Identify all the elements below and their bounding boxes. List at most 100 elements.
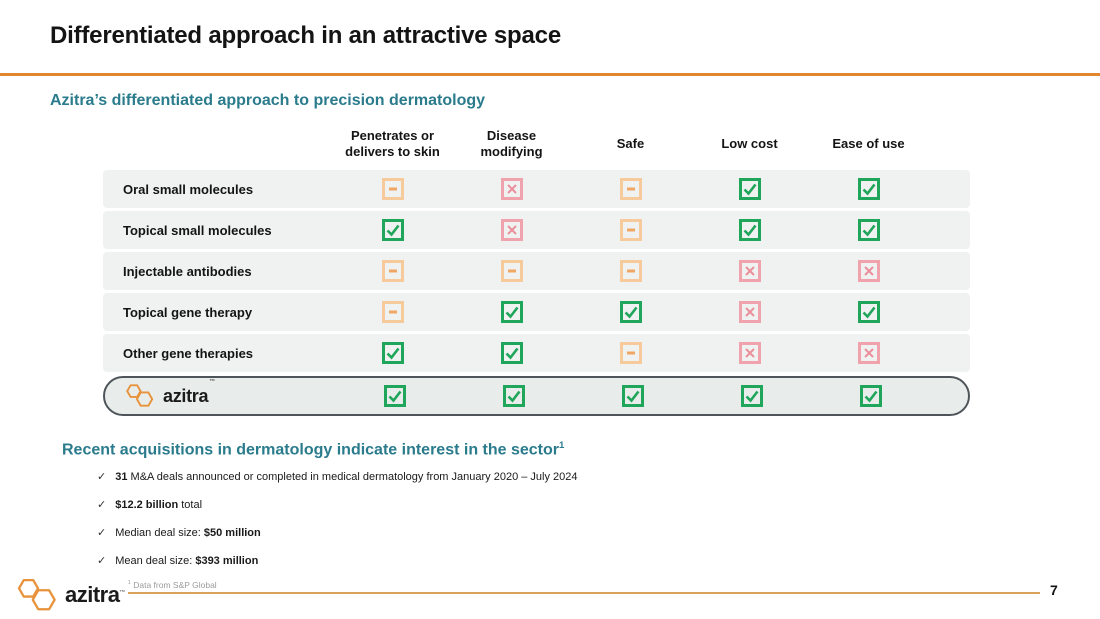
matrix-cell — [333, 342, 452, 364]
check-bullet-icon: ✓ — [97, 527, 107, 539]
matrix-cell — [452, 178, 571, 200]
matrix-row: Topical small molecules — [103, 211, 970, 249]
x-icon — [500, 178, 523, 200]
column-header-disease-modifying: Disease modifying — [480, 127, 543, 159]
azitra-hexagons-icon — [126, 384, 154, 407]
footer-logo-text: azitra™ — [65, 582, 125, 607]
x-icon — [738, 301, 761, 323]
bullet-text: Median deal size: $50 million — [115, 527, 261, 539]
dash-icon — [500, 260, 523, 282]
matrix-cell — [690, 178, 809, 200]
bullet-text: Mean deal size: $393 million — [115, 555, 259, 567]
row-label: Injectable antibodies — [123, 263, 252, 279]
matrix-cell — [690, 301, 809, 323]
matrix-row: Other gene therapies — [103, 334, 970, 372]
bullet-item: ✓ Median deal size: $50 million — [97, 527, 578, 540]
matrix-cell — [809, 178, 928, 200]
column-header-safe: Safe — [616, 135, 645, 151]
title-divider — [0, 73, 1100, 76]
x-icon — [857, 260, 880, 282]
matrix-cell — [571, 178, 690, 200]
check-icon — [500, 301, 523, 323]
matrix-cell — [452, 301, 571, 323]
check-icon — [500, 342, 523, 364]
check-icon — [619, 301, 642, 323]
matrix-cell — [452, 342, 571, 364]
matrix-cell — [571, 219, 690, 241]
trademark-symbol: ™ — [119, 590, 125, 596]
check-icon — [381, 342, 404, 364]
matrix-cell — [809, 301, 928, 323]
matrix-cell — [809, 219, 928, 241]
matrix-cell — [333, 178, 452, 200]
check-icon — [857, 178, 880, 200]
check-icon — [740, 385, 763, 407]
footer-azitra-logo: azitra™ — [16, 576, 125, 614]
column-header-low-cost: Low cost — [721, 135, 778, 151]
matrix-cell — [692, 385, 811, 407]
matrix-row-azitra: azitra™ — [103, 376, 970, 416]
x-icon — [738, 260, 761, 282]
matrix-cell — [690, 342, 809, 364]
azitra-logo: azitra™ — [125, 378, 215, 410]
check-bullet-icon: ✓ — [97, 555, 107, 567]
matrix-cell — [690, 260, 809, 282]
matrix-cell — [333, 219, 452, 241]
bullet-item: ✓ Mean deal size: $393 million — [97, 555, 578, 568]
row-label: Oral small molecules — [123, 181, 254, 197]
azitra-hexagons-icon — [17, 578, 56, 611]
column-header-ease-of-use: Ease of use — [832, 135, 905, 151]
matrix-cell — [690, 219, 809, 241]
matrix-cell — [573, 385, 692, 407]
check-icon — [738, 219, 761, 241]
matrix-cell — [335, 385, 454, 407]
x-icon — [857, 342, 880, 364]
matrix-heading: Azitra’s differentiated approach to prec… — [50, 92, 486, 109]
bullet-text: $12.2 billion total — [115, 499, 203, 511]
footnote: 1 Data from S&P Global — [128, 580, 217, 590]
matrix-cell — [809, 260, 928, 282]
check-icon — [738, 178, 761, 200]
dash-icon — [619, 342, 642, 364]
dash-icon — [619, 260, 642, 282]
check-bullet-icon: ✓ — [97, 471, 107, 483]
footnote-superscript: 1 — [128, 580, 131, 587]
matrix-cell — [452, 219, 571, 241]
check-icon — [857, 219, 880, 241]
dash-icon — [381, 301, 404, 323]
check-icon — [621, 385, 644, 407]
dash-icon — [619, 219, 642, 241]
dash-icon — [381, 178, 404, 200]
column-header-penetrates: Penetrates or delivers to skin — [345, 127, 440, 159]
x-icon — [738, 342, 761, 364]
row-label: Topical gene therapy — [123, 304, 253, 320]
azitra-logo-text: azitra™ — [163, 378, 215, 406]
matrix-body: Oral small molecules Topical small molec… — [103, 170, 970, 416]
matrix-row: Injectable antibodies — [103, 252, 970, 290]
acquisitions-heading: Recent acquisitions in dermatology indic… — [62, 440, 564, 459]
matrix-cell — [809, 342, 928, 364]
matrix-cell — [571, 260, 690, 282]
check-icon — [502, 385, 525, 407]
acquisitions-heading-text: Recent acquisitions in dermatology indic… — [62, 441, 559, 459]
check-bullet-icon: ✓ — [97, 499, 107, 511]
check-icon — [381, 219, 404, 241]
matrix-cell — [333, 260, 452, 282]
x-icon — [500, 219, 523, 241]
footnote-reference: 1 — [559, 440, 565, 451]
matrix-cell — [571, 342, 690, 364]
dash-icon — [381, 260, 404, 282]
row-label: Other gene therapies — [123, 345, 254, 361]
matrix-cell — [454, 385, 573, 407]
bullet-item: ✓ $12.2 billion total — [97, 499, 578, 512]
matrix-cell — [811, 385, 930, 407]
matrix-row: Oral small molecules — [103, 170, 970, 208]
check-icon — [857, 301, 880, 323]
check-icon — [859, 385, 882, 407]
matrix-cell — [333, 301, 452, 323]
check-icon — [383, 385, 406, 407]
footer-divider — [128, 592, 1040, 594]
trademark-symbol: ™ — [209, 378, 215, 385]
acquisitions-bullet-list: ✓ 31 M&A deals announced or completed in … — [97, 471, 578, 583]
bullet-text: 31 M&A deals announced or completed in m… — [115, 471, 578, 483]
